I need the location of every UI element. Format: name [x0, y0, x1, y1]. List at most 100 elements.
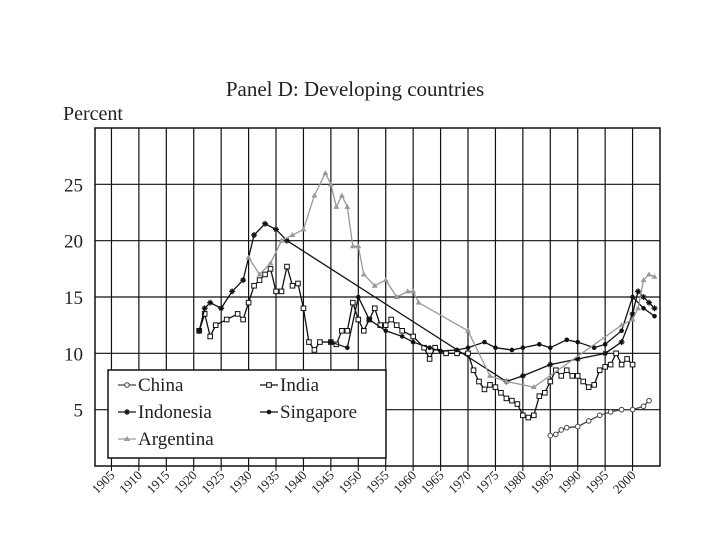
marker [547, 345, 553, 351]
x-tick-label: 1970 [445, 468, 474, 497]
marker [481, 386, 488, 393]
marker [640, 294, 647, 300]
marker [256, 277, 263, 283]
marker [509, 397, 515, 404]
marker [223, 316, 230, 323]
marker [218, 305, 225, 312]
x-tick-label: 1955 [363, 468, 392, 497]
marker [503, 378, 510, 384]
marker [492, 384, 499, 390]
marker [240, 316, 246, 323]
marker [338, 192, 345, 198]
marker [360, 271, 367, 277]
marker [404, 288, 411, 294]
marker [574, 355, 581, 362]
marker [382, 322, 389, 328]
marker [399, 328, 405, 334]
marker [355, 243, 362, 249]
marker [536, 393, 543, 399]
marker [607, 361, 614, 368]
marker [531, 412, 537, 419]
marker [476, 378, 482, 385]
marker [602, 350, 609, 357]
marker [652, 313, 657, 319]
x-tick-label: 1960 [390, 468, 419, 497]
marker [426, 356, 433, 362]
y-axis-label: Percent [63, 103, 123, 125]
marker [651, 273, 658, 279]
legend-label: Singapore [280, 402, 357, 423]
legend-label: China [138, 375, 184, 396]
marker [585, 418, 592, 424]
marker [602, 342, 608, 347]
marker [520, 412, 526, 419]
x-tick-label: 1995 [582, 468, 611, 497]
marker [262, 271, 268, 278]
x-tick-label: 1935 [253, 468, 282, 497]
x-tick-label: 1915 [143, 468, 172, 497]
marker [366, 317, 372, 322]
marker [212, 322, 219, 328]
marker [410, 339, 416, 345]
y-tick-label: 20 [64, 232, 83, 253]
marker [415, 299, 422, 305]
marker [344, 203, 351, 209]
marker [629, 361, 636, 368]
marker [552, 431, 559, 438]
y-tick-label: 5 [74, 401, 84, 422]
marker [641, 305, 646, 311]
marker [509, 347, 515, 353]
marker [399, 334, 405, 339]
marker [619, 328, 624, 334]
x-tick-label: 1980 [500, 468, 529, 497]
marker [646, 271, 653, 277]
marker [382, 277, 389, 283]
marker [618, 339, 625, 346]
marker [635, 305, 642, 311]
marker [311, 192, 318, 198]
marker [201, 305, 208, 312]
marker [493, 345, 498, 351]
marker [454, 347, 460, 353]
marker [635, 288, 642, 295]
marker [537, 342, 542, 347]
marker [278, 237, 285, 243]
marker [519, 372, 526, 379]
marker [349, 243, 356, 249]
marker [574, 373, 581, 379]
marker [300, 305, 307, 312]
marker [591, 382, 597, 388]
marker [283, 237, 290, 244]
marker [520, 345, 526, 351]
marker [486, 372, 493, 378]
marker [596, 412, 603, 419]
legend-label: Indonesia [138, 402, 212, 423]
marker [427, 345, 432, 351]
marker [240, 277, 247, 284]
marker [482, 339, 487, 345]
marker [629, 310, 636, 317]
marker [443, 350, 449, 357]
marker [465, 345, 471, 351]
marker [525, 414, 532, 421]
x-tick-label: 1925 [198, 468, 227, 497]
marker [317, 339, 323, 345]
x-tick-label: 1990 [555, 468, 584, 497]
x-tick-label: 1950 [335, 468, 364, 497]
marker [646, 299, 653, 306]
marker [574, 423, 581, 430]
legend-marker [124, 436, 130, 441]
marker [339, 328, 345, 334]
legend-marker [266, 382, 272, 388]
x-tick-label: 1930 [226, 468, 255, 497]
marker [558, 427, 565, 433]
marker [640, 277, 647, 283]
marker [289, 282, 296, 289]
y-tick-label: 10 [64, 344, 83, 365]
marker [300, 226, 307, 232]
marker [278, 288, 285, 295]
series-line [550, 400, 650, 437]
y-tick-label: 15 [64, 288, 83, 309]
x-tick-label: 1975 [473, 468, 502, 497]
marker [575, 339, 581, 345]
